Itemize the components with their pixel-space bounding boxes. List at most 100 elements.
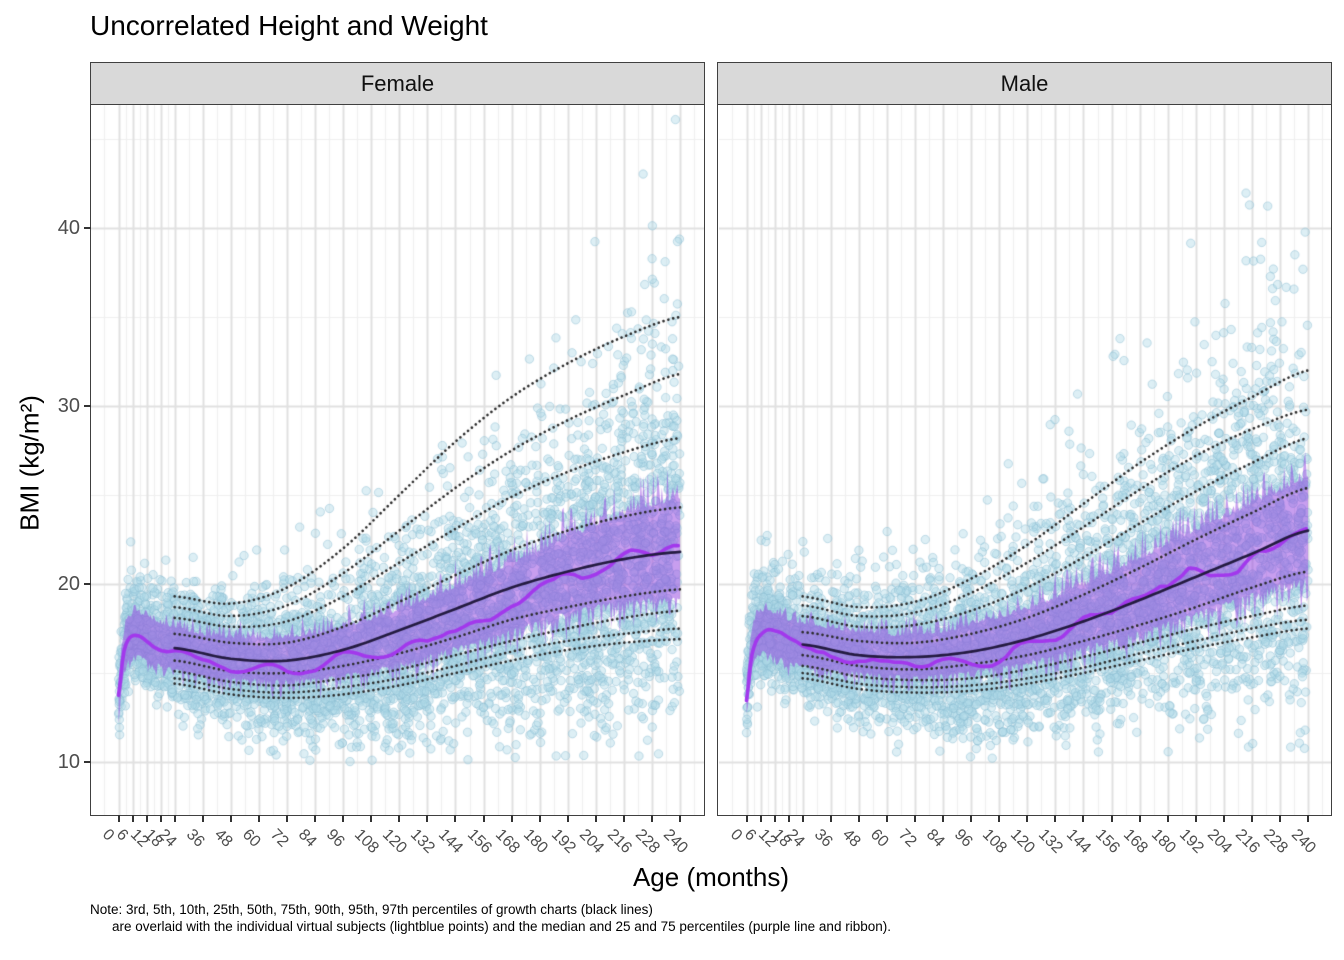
x-axis-tick-mark [510,815,513,822]
x-axis-tick-mark [801,815,804,822]
y-axis-tick-mark [84,227,91,229]
x-axis-tick-label-male: 96 [951,826,976,851]
x-axis-tick-label-male: 168 [1119,826,1151,857]
chart-title: Uncorrelated Height and Weight [90,10,488,41]
y-axis-tick-label: 30 [57,395,80,417]
x-axis-tick-mark [1166,815,1169,822]
x-axis-tick-mark [314,815,317,822]
x-axis-tick-mark [454,815,457,822]
x-axis-tick-mark [1250,815,1253,822]
facet-strip-female-label: Female [360,70,435,96]
x-axis-tick-label-male: 228 [1259,826,1291,857]
y-axis-tick-label: 40 [57,217,80,239]
x-axis-tick-label-male: 216 [1231,826,1263,857]
x-axis-tick-mark [117,815,120,822]
x-axis-tick-mark [998,815,1001,822]
x-axis-tick-mark [370,815,373,822]
x-axis-tick-mark [1279,815,1282,822]
x-axis-tick-mark [482,815,485,822]
footnote-line1: Note: 3rd, 5th, 10th, 25th, 50th, 75th, … [90,902,653,917]
x-axis-tick-label-male: 132 [1035,826,1067,857]
x-axis-tick-label-male: 240 [1288,826,1319,857]
x-axis-tick-mark [942,815,945,822]
x-axis-tick-mark [1110,815,1113,822]
y-axis-tick-mark [84,405,91,407]
x-axis-tick-label-female: 168 [491,826,523,857]
facet-strip-male-label: Male [1000,70,1049,96]
x-axis-tick-label-female: 144 [435,826,467,857]
x-axis-tick-mark [651,815,654,822]
female-panel-plot [91,105,704,815]
x-axis-tick-mark [759,815,762,822]
x-axis-tick-mark [773,815,776,822]
x-axis-tick-mark [538,815,541,822]
y-axis-tick-mark [84,761,91,763]
x-axis-tick-mark [1138,815,1141,822]
x-axis-tick-label-female: 180 [519,826,551,857]
x-axis-tick-mark [426,815,429,822]
x-axis-tick-mark [229,815,232,822]
x-axis-tick-label-female: 84 [295,826,320,851]
x-axis-tick-mark [745,815,748,822]
x-axis-tick-label-male: 36 [810,826,836,851]
x-axis-tick-mark [285,815,288,822]
x-axis-tick-mark [131,815,134,822]
x-axis-tick-mark [1082,815,1085,822]
x-axis-tick-label-female: 60 [238,826,264,851]
footnote: Note: 3rd, 5th, 10th, 25th, 50th, 75th, … [90,901,891,935]
x-axis-tick-mark [145,815,148,822]
x-axis-tick-mark [594,815,597,822]
x-axis-tick-mark [970,815,973,822]
x-axis-tick-label-female: 156 [463,826,495,857]
x-axis-tick-label-male: 156 [1091,826,1123,857]
x-axis-tick-mark [857,815,860,822]
x-axis-tick-label-female: 240 [660,826,691,857]
x-axis-tick-mark [201,815,204,822]
x-axis-tick-mark [1054,815,1057,822]
x-axis-tick-label-female: 204 [575,826,607,857]
male-panel-plot [719,105,1332,815]
x-axis-tick-label-female: 36 [182,826,208,851]
x-axis-tick-mark [398,815,401,822]
x-axis-tick-label-female: 72 [266,826,292,851]
x-axis-tick-label-male: 108 [979,826,1011,857]
x-axis-tick-mark [1307,815,1310,822]
y-axis-tick-label: 10 [57,751,80,773]
x-axis-tick-mark [173,815,176,822]
y-axis-tick-label: 20 [57,573,80,595]
footnote-line2: are overlaid with the individual virtual… [112,919,891,934]
x-axis-tick-label-male: 144 [1063,826,1095,857]
y-axis-tick-mark [84,583,91,585]
x-axis-tick-label-male: 48 [838,826,864,851]
x-axis-tick-mark [829,815,832,822]
x-axis-tick-mark [787,815,790,822]
x-axis-tick-label-male: 180 [1147,826,1179,857]
x-axis-tick-mark [257,815,260,822]
facet-strip-female: Female [90,62,705,105]
x-axis-title: Age (months) [632,862,790,892]
x-axis-tick-mark [913,815,916,822]
x-axis-tick-label-female: 48 [210,826,236,851]
x-axis-tick-mark [566,815,569,822]
x-axis-tick-label-male: 192 [1175,826,1207,857]
x-axis-tick-mark [1194,815,1197,822]
x-axis-tick-mark [885,815,888,822]
x-axis-tick-label-female: 132 [407,826,439,857]
x-axis-tick-label-male: 204 [1203,826,1235,857]
x-axis-tick-mark [622,815,625,822]
x-axis-tick-label-female: 192 [547,826,579,857]
x-axis-tick-mark [1222,815,1225,822]
x-axis-tick-label-female: 228 [631,826,663,857]
x-axis-tick-label-male: 84 [923,826,948,851]
x-axis-tick-mark [1026,815,1029,822]
x-axis-tick-label-male: 60 [866,826,892,851]
x-axis-tick-label-female: 96 [323,826,348,851]
x-axis-tick-label-male: 72 [894,826,920,851]
x-axis-tick-label-female: 216 [603,826,635,857]
x-axis-tick-mark [159,815,162,822]
x-axis-tick-mark [679,815,682,822]
x-axis-tick-mark [342,815,345,822]
x-axis-tick-label-male: 120 [1007,826,1039,857]
x-axis-tick-label-female: 108 [351,826,383,857]
facet-strip-male: Male [717,62,1332,105]
